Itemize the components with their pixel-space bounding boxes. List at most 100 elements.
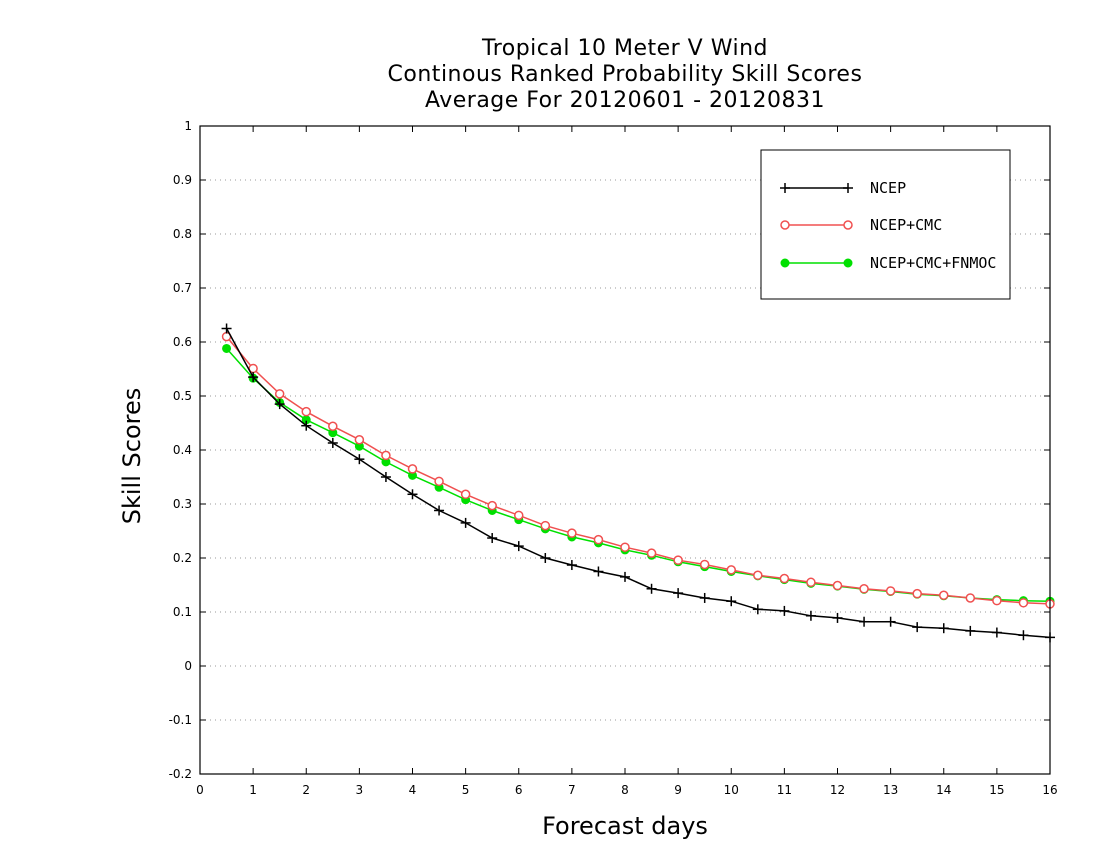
data-point-ncep-cmc: [620, 542, 630, 552]
data-point-ncep-cmc: [514, 510, 524, 521]
chart-title-block: Tropical 10 Meter V Wind Continous Ranke…: [200, 36, 1050, 114]
data-point-ncep: [699, 592, 710, 603]
x-tick-label: 11: [777, 783, 792, 797]
data-point-ncep-cmc: [885, 586, 896, 596]
legend: NCEP NCEP+CMC NCEP+CMC+FNMOC: [760, 149, 1011, 300]
data-point-ncep: [380, 472, 391, 482]
data-point-ncep-cmc: [487, 500, 497, 511]
legend-label-ncep: NCEP: [870, 179, 906, 197]
y-tick-label: 0: [184, 659, 192, 673]
data-point-ncep: [274, 399, 285, 410]
data-point-ncep-cmc: [434, 476, 444, 487]
x-tick-label: 4: [409, 783, 417, 797]
x-tick-label: 14: [936, 783, 951, 797]
data-point-ncep: [327, 437, 338, 448]
x-tick-label: 7: [568, 783, 576, 797]
data-point-ncep: [593, 566, 604, 577]
y-tick-label: 0.1: [173, 605, 192, 619]
data-point-ncep-cmc: [567, 528, 577, 538]
y-axis-label: Skill Scores: [118, 388, 146, 525]
data-point-ncep: [434, 505, 445, 516]
y-tick-label: 1: [184, 119, 192, 133]
x-tick-label: 12: [830, 783, 845, 797]
y-tick-label: 0.7: [173, 281, 192, 295]
data-point-ncep: [885, 616, 896, 627]
x-tick-label: 13: [883, 783, 898, 797]
series-ncep-cmc: [221, 331, 1055, 609]
data-point-ncep: [460, 517, 471, 528]
data-point-ncep: [832, 612, 843, 623]
data-point-ncep: [407, 489, 418, 500]
legend-marker-end: [843, 258, 853, 268]
y-tick-label: -0.2: [169, 767, 192, 781]
y-tick-label: 0.3: [173, 497, 192, 511]
data-point-ncep: [540, 553, 551, 563]
data-point-ncep: [620, 571, 630, 582]
x-tick-label: 5: [462, 783, 470, 797]
data-point-ncep-cmc: [753, 570, 763, 581]
x-tick-label: 1: [249, 783, 257, 797]
y-tick-label: 0.5: [173, 389, 192, 403]
legend-label-ncep-cmc-fnmoc: NCEP+CMC+FNMOC: [870, 254, 996, 272]
legend-entry-ncep-cmc-fnmoc: NCEP+CMC+FNMOC: [780, 254, 996, 272]
data-point-ncep: [1018, 630, 1029, 641]
data-point-ncep-cmc: [354, 434, 365, 445]
legend-marker-start: [780, 258, 790, 268]
x-tick-label: 16: [1042, 783, 1057, 797]
series-line-ncep-cmc: [226, 336, 1051, 605]
chart-date-range: Average For 20120601 - 20120831: [424, 88, 826, 113]
data-point-ncep: [805, 610, 816, 621]
legend-marker-end: [843, 183, 853, 193]
data-point-ncep-cmc: [381, 450, 391, 461]
x-tick-label: 8: [621, 783, 629, 797]
data-point-ncep-cmc: [699, 559, 710, 570]
chart-subtitle: Continous Ranked Probability Skill Score…: [387, 62, 863, 87]
legend-marker-start: [780, 183, 790, 193]
y-tick-label: 0.2: [173, 551, 192, 565]
data-point-ncep-cmc: [646, 548, 657, 558]
data-point-ncep: [487, 533, 498, 544]
x-tick-label: 3: [356, 783, 364, 797]
x-axis-label: Forecast days: [542, 812, 708, 840]
x-tick-label: 15: [989, 783, 1004, 797]
data-point-ncep-cmc: [407, 464, 418, 474]
chart-title: Tropical 10 Meter V Wind: [481, 36, 769, 61]
data-point-ncep-cmc: [939, 590, 949, 601]
legend-marker-start: [780, 220, 790, 230]
data-point-ncep: [752, 604, 763, 615]
data-point-ncep-cmc: [673, 555, 683, 565]
x-tick-label: 6: [515, 783, 523, 797]
data-point-ncep: [859, 616, 870, 627]
legend-label-ncep-cmc: NCEP+CMC: [870, 216, 942, 234]
data-point-ncep-cmc: [832, 580, 843, 591]
legend-entry-ncep-cmc: NCEP+CMC: [780, 216, 942, 234]
data-point-ncep: [513, 541, 524, 552]
y-tick-label: 0.8: [173, 227, 192, 241]
data-point-ncep: [726, 596, 737, 607]
data-point-ncep-cmc: [965, 593, 976, 603]
data-point-ncep: [938, 623, 949, 634]
data-point-ncep: [248, 372, 259, 383]
data-point-ncep-cmc: [274, 389, 285, 399]
data-point-ncep: [991, 627, 1002, 638]
y-tick-label: 0.9: [173, 173, 192, 187]
x-tick-label: 9: [674, 783, 682, 797]
data-point-ncep: [965, 625, 976, 636]
y-tick-label: 0.6: [173, 335, 192, 349]
data-point-ncep-cmc: [301, 406, 311, 417]
data-point-ncep: [301, 420, 312, 431]
legend-marker-end: [843, 220, 853, 230]
x-tick-label: 0: [196, 783, 204, 797]
y-tick-label: -0.1: [169, 713, 192, 727]
series-layer: [221, 323, 1055, 643]
data-point-ncep-cmc: [1018, 598, 1029, 608]
grid-lines: [200, 179, 1050, 721]
x-tick-label: 10: [724, 783, 739, 797]
data-point-ncep: [646, 583, 657, 594]
y-tick-label: 0.4: [173, 443, 192, 457]
data-point-ncep-cmc: [460, 489, 471, 500]
series-ncep-cmc-fnmoc: [222, 343, 1055, 606]
data-point-ncep-cmc: [779, 573, 790, 584]
data-point-ncep-cmc: [806, 577, 816, 588]
